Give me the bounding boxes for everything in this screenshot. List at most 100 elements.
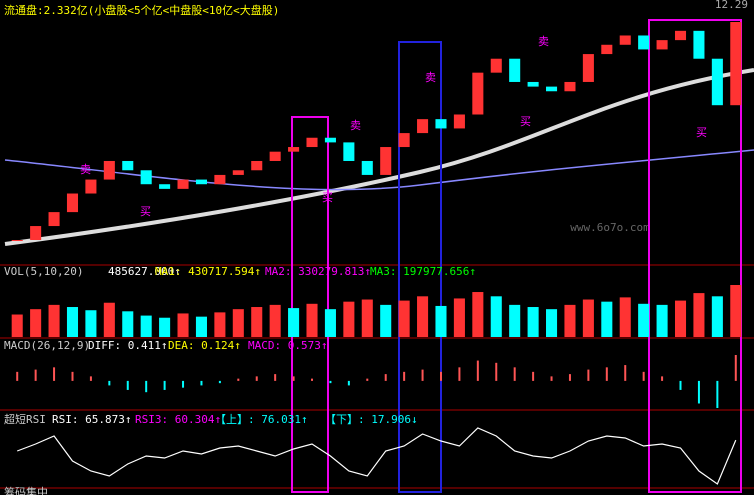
moving-average — [4, 68, 754, 246]
signal: 卖 — [350, 119, 361, 132]
candle — [306, 137, 318, 148]
candle — [103, 160, 115, 180]
candle — [251, 160, 263, 171]
volume-bar — [619, 297, 631, 337]
panel-title: VOL(5,10,20) — [4, 265, 83, 278]
candle — [177, 179, 189, 189]
readout: DEA: 0.124↑ — [168, 339, 241, 352]
volume-bar — [601, 301, 613, 337]
volume-bar — [674, 300, 687, 337]
candle — [619, 35, 631, 45]
candle — [66, 193, 79, 213]
candle — [398, 133, 410, 148]
volume-bar — [546, 309, 558, 337]
volume-bar — [232, 309, 244, 337]
volume-bar — [11, 314, 23, 337]
volume-bar — [417, 296, 429, 337]
volume-bar — [214, 312, 226, 337]
volume-bar — [490, 296, 502, 337]
header-text: 流通盘:2.332亿(小盘股<5个亿<中盘股<10亿<大盘股) — [4, 3, 279, 17]
signal: 买 — [520, 115, 531, 128]
volume-bar — [472, 292, 484, 337]
volume-bar — [269, 304, 281, 337]
volume-bar — [380, 304, 392, 337]
candle — [527, 81, 539, 87]
candle — [122, 160, 134, 171]
candle — [140, 170, 152, 185]
readout: 485627.000↑ — [108, 265, 181, 278]
signal: 买 — [696, 126, 707, 139]
price-label: 12.29 — [715, 0, 748, 11]
candle — [30, 226, 42, 240]
candle — [656, 40, 668, 50]
candle — [472, 72, 484, 115]
candle — [490, 58, 502, 73]
volume-bar — [638, 303, 650, 337]
highlight-box — [398, 41, 442, 493]
volume-bar — [177, 313, 189, 337]
signal: 买 — [140, 205, 151, 218]
signal: 卖 — [425, 71, 436, 84]
candle — [361, 160, 373, 175]
volume-bar — [30, 309, 42, 337]
volume-bar — [656, 304, 668, 337]
candle — [582, 54, 594, 82]
candle — [546, 86, 558, 92]
candle — [324, 137, 336, 143]
candle — [435, 119, 447, 129]
volume-bar — [453, 298, 465, 337]
candle — [564, 81, 576, 92]
candle — [638, 35, 650, 50]
volume-bar — [398, 300, 410, 337]
volume-bar — [48, 304, 60, 337]
candle — [509, 58, 521, 82]
volume-bar — [159, 317, 171, 337]
signal: 卖 — [80, 163, 91, 176]
readout: MA1: 430717.594↑ — [155, 265, 261, 278]
volume-bar — [288, 308, 300, 337]
candle — [214, 174, 226, 185]
volume-bar — [85, 310, 97, 337]
candle — [195, 179, 207, 185]
volume-bar — [509, 304, 521, 337]
candle — [417, 119, 429, 134]
volume-bar — [140, 315, 152, 337]
highlight-box — [291, 116, 329, 493]
panel-title: 超短RSI — [4, 412, 46, 426]
readout: MACD: 0.573↑ — [248, 339, 327, 352]
volume-bar — [527, 307, 539, 337]
readout: RSI3: 60.304↑ — [135, 413, 221, 426]
volume-bar — [711, 296, 723, 337]
volume-bar — [306, 303, 318, 337]
readout: DIFF: 0.411↑ — [88, 339, 167, 352]
volume-bar — [435, 305, 447, 337]
readout: RSI: 65.873↑ — [52, 413, 131, 426]
panel-title: 筹码集中 — [4, 485, 48, 495]
volume-bar — [122, 311, 134, 337]
candle — [601, 44, 613, 55]
volume-bar — [730, 285, 742, 337]
candle — [693, 30, 705, 59]
candle — [453, 114, 465, 129]
candle — [11, 240, 23, 241]
highlight-box — [648, 19, 742, 493]
volume-bar — [582, 299, 594, 337]
volume-bar — [693, 293, 705, 337]
readout: MA2: 330279.813↑ — [265, 265, 371, 278]
candle — [85, 179, 97, 194]
candle — [343, 142, 355, 161]
volume-bar — [195, 316, 207, 337]
readout: MA3: 197977.656↑ — [370, 265, 476, 278]
candle — [711, 58, 723, 106]
volume-bar — [343, 301, 355, 337]
candle — [380, 147, 392, 175]
candle — [674, 30, 687, 41]
candle — [269, 151, 281, 161]
candle — [159, 184, 171, 189]
signal: 卖 — [538, 35, 549, 48]
readout: 【上】: 76.031↑ — [215, 413, 308, 426]
volume-bar — [324, 309, 336, 337]
candle — [288, 147, 300, 152]
